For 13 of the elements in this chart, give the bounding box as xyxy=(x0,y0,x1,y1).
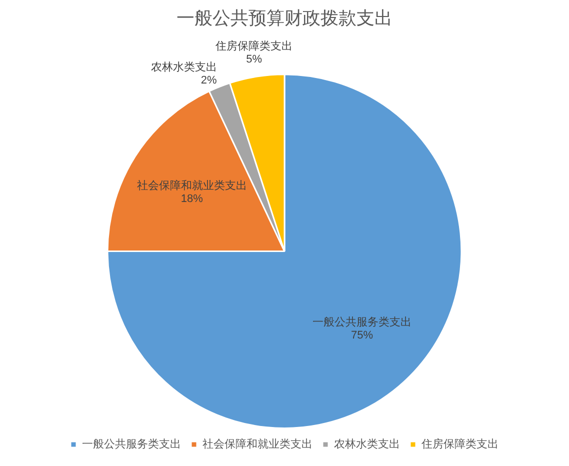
slice-label: 住房保障类支出 xyxy=(216,40,293,53)
chart-title: 一般公共预算财政拨款支出 xyxy=(176,8,392,28)
data-label: 5% xyxy=(246,54,262,66)
legend-label: 社会保障和就业类支出 xyxy=(202,438,312,451)
slice-label: 一般公共服务类支出 xyxy=(312,315,412,328)
legend-label: 住房保障类支出 xyxy=(422,438,498,451)
legend-label: 农林水类支出 xyxy=(334,438,400,451)
data-label: 75% xyxy=(351,329,374,342)
slice-label: 社会保障和就业类支出 xyxy=(136,179,247,192)
slice-label: 农林水类支出 xyxy=(150,60,217,74)
data-label: 2% xyxy=(200,74,217,87)
legend-label: 一般公共服务类支出 xyxy=(82,438,181,451)
data-label: 18% xyxy=(180,193,204,206)
